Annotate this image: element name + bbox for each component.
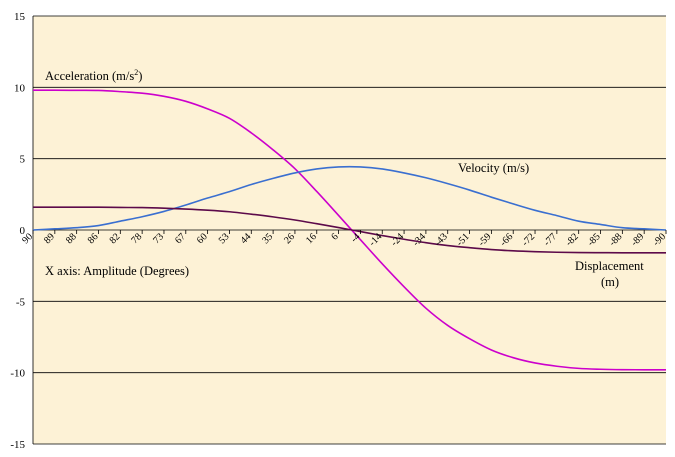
acceleration-line: [32, 89, 667, 371]
grid-layer: [32, 15, 666, 445]
annotation-layer: Acceleration (m/s2) Velocity (m/s) Displ…: [45, 68, 644, 289]
y-tick-label: 5: [20, 154, 26, 166]
y-tick-label: -5: [16, 296, 26, 308]
acceleration-label: Acceleration (m/s2): [45, 68, 142, 83]
x-axis-note: X axis: Amplitude (Degrees): [45, 264, 189, 278]
displacement-label-line1: Displacement: [575, 259, 644, 273]
y-tick-label: 0: [20, 225, 26, 237]
displacement-label-line2: (m): [601, 275, 619, 289]
velocity-label: Velocity (m/s): [458, 161, 529, 175]
y-axis-ticks: 15 10 5 0 -5 -10 -15: [10, 11, 25, 451]
velocity-line: [32, 165, 667, 231]
y-tick-label: 15: [14, 11, 26, 23]
series-layer: [32, 89, 667, 371]
y-tick-label: -15: [10, 439, 25, 451]
y-tick-label: 10: [14, 82, 26, 94]
displacement-line: [32, 206, 666, 254]
y-tick-label: -10: [10, 368, 25, 380]
x-tick-label: 6: [329, 231, 340, 242]
